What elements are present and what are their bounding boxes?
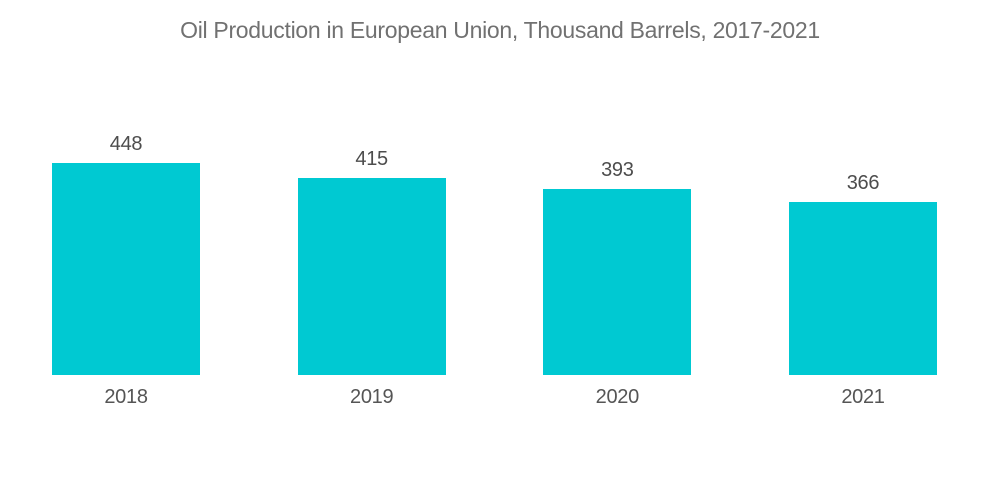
x-axis-tick-label: 2018 [104, 386, 148, 408]
bar-value-label: 366 [846, 172, 880, 194]
bar-value-label: 393 [601, 159, 634, 181]
bar-2021 [788, 202, 937, 375]
bar-group-2019: 415 2019 [297, 148, 446, 420]
bar-group-2018: 448 2018 [52, 133, 200, 420]
bar-value-label: 415 [355, 148, 388, 170]
bar-chart: 448 2018 415 2019 393 2020 366 2021 [52, 0, 937, 420]
x-axis-tick-label: 2021 [841, 386, 885, 408]
x-axis-tick-label: 2019 [350, 386, 394, 408]
chart-title: Oil Production in European Union, Thousa… [180, 17, 820, 43]
bar-2018 [52, 163, 200, 375]
bar-value-label: 448 [109, 133, 143, 155]
x-axis-tick-label: 2020 [595, 386, 640, 408]
bar-group-2021: 366 2021 [788, 172, 937, 420]
bar-2020 [543, 189, 692, 375]
bar-2019 [297, 178, 446, 375]
bar-group-2020: 393 2020 [543, 159, 692, 420]
